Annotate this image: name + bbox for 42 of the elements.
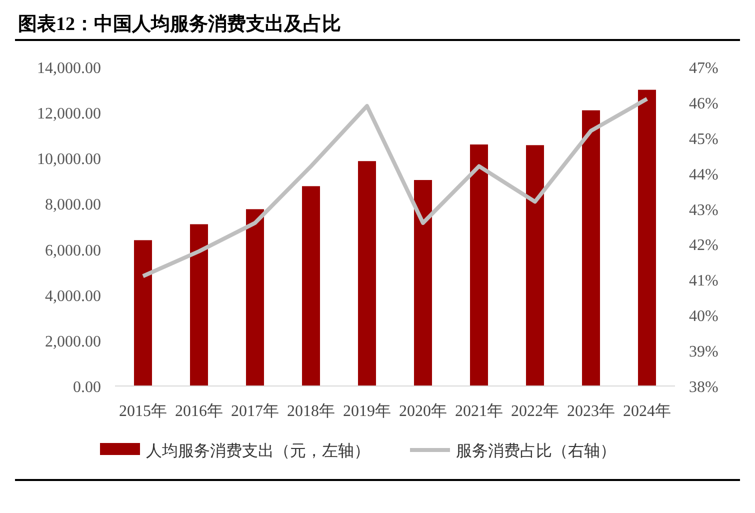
bar — [190, 224, 208, 386]
bar — [358, 161, 376, 386]
bar — [638, 90, 656, 386]
y2-tick-label: 42% — [689, 237, 718, 254]
y2-tick-label: 41% — [689, 272, 718, 290]
legend-label: 服务消费占比（右轴） — [456, 442, 616, 460]
x-tick-label: 2022年 — [511, 403, 559, 420]
bar — [470, 144, 488, 386]
line-series — [141, 96, 649, 278]
bar — [134, 240, 152, 386]
y-tick-label: 10,000.00 — [37, 151, 101, 168]
y-tick-label: 2,000.00 — [45, 333, 101, 350]
y-tick-label: 4,000.00 — [45, 288, 101, 305]
y2-tick-label: 39% — [689, 344, 718, 361]
bar — [526, 145, 544, 386]
y-tick-label: 14,000.00 — [37, 60, 101, 77]
x-tick-label: 2017年 — [231, 403, 279, 420]
y2-tick-label: 43% — [689, 202, 718, 219]
y-tick-label: 12,000.00 — [37, 106, 101, 123]
y2-tick-label: 44% — [689, 166, 718, 184]
y-tick-label: 8,000.00 — [45, 196, 101, 214]
bar — [246, 209, 264, 386]
x-tick-label: 2016年 — [175, 403, 223, 420]
legend-label: 人均服务消费支出（元，左轴） — [146, 442, 370, 460]
bar — [414, 180, 432, 386]
x-tick-label: 2015年 — [119, 403, 167, 420]
y-tick-label: 0.00 — [73, 379, 101, 396]
y2-tick-label: 38% — [689, 379, 718, 396]
bar — [302, 186, 320, 386]
x-tick-label: 2024年 — [623, 403, 671, 420]
y2-tick-label: 45% — [689, 130, 718, 148]
x-tick-label: 2020年 — [399, 403, 447, 420]
y2-tick-label: 40% — [689, 308, 718, 326]
y2-tick-label: 47% — [689, 60, 718, 77]
chart-title: 图表12：中国人均服务消费支出及占比 — [18, 13, 341, 35]
y2-tick-label: 46% — [689, 95, 718, 112]
x-tick-label: 2021年 — [455, 403, 503, 420]
x-tick-label: 2019年 — [343, 403, 391, 420]
bar — [582, 110, 600, 386]
x-tick-label: 2023年 — [567, 403, 615, 420]
x-tick-label: 2018年 — [287, 403, 335, 420]
y-tick-label: 6,000.00 — [45, 242, 101, 260]
